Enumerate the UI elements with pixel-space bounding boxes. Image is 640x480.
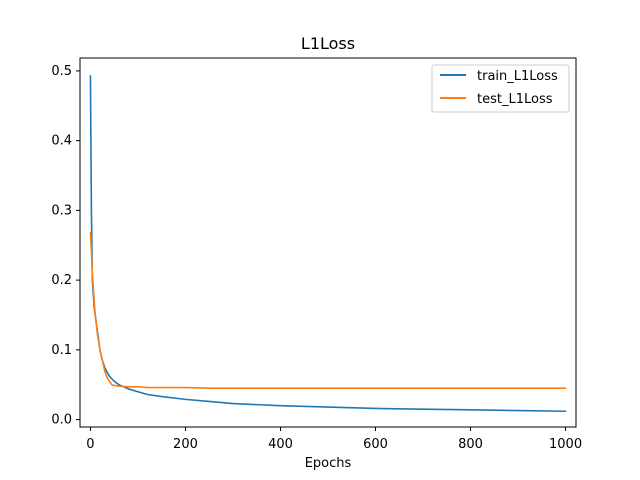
legend-test-label: test_L1Loss bbox=[477, 92, 553, 107]
x-tick-label: 800 bbox=[458, 437, 483, 452]
plot-frame bbox=[79, 57, 577, 428]
y-tick-label: 0.0 bbox=[51, 413, 72, 428]
y-axis: 0.0 0.1 0.2 0.3 0.4 0.5 bbox=[51, 64, 80, 428]
series-layer bbox=[89, 74, 567, 413]
x-axis: 0 200 400 600 800 1000 bbox=[86, 427, 582, 452]
x-tick-label: 0 bbox=[86, 437, 94, 452]
y-tick-label: 0.4 bbox=[51, 134, 72, 149]
x-tick-label: 600 bbox=[363, 437, 388, 452]
legend-train-label: train_L1Loss bbox=[477, 69, 558, 84]
y-tick-label: 0.1 bbox=[51, 343, 72, 358]
legend-box bbox=[431, 64, 570, 113]
y-tick-label: 0.3 bbox=[51, 203, 72, 218]
legend: train_L1Loss test_L1Loss bbox=[431, 64, 570, 113]
x-tick-label: 400 bbox=[268, 437, 293, 452]
y-tick-label: 0.2 bbox=[51, 273, 72, 288]
x-tick-label: 1000 bbox=[549, 437, 582, 452]
y-tick-label: 0.5 bbox=[51, 64, 72, 79]
x-tick-label: 200 bbox=[173, 437, 198, 452]
x-axis-label: Epochs bbox=[305, 456, 352, 471]
test-loss-line bbox=[89, 231, 567, 390]
plot-area bbox=[79, 57, 577, 428]
chart-title: L1Loss bbox=[301, 34, 355, 53]
